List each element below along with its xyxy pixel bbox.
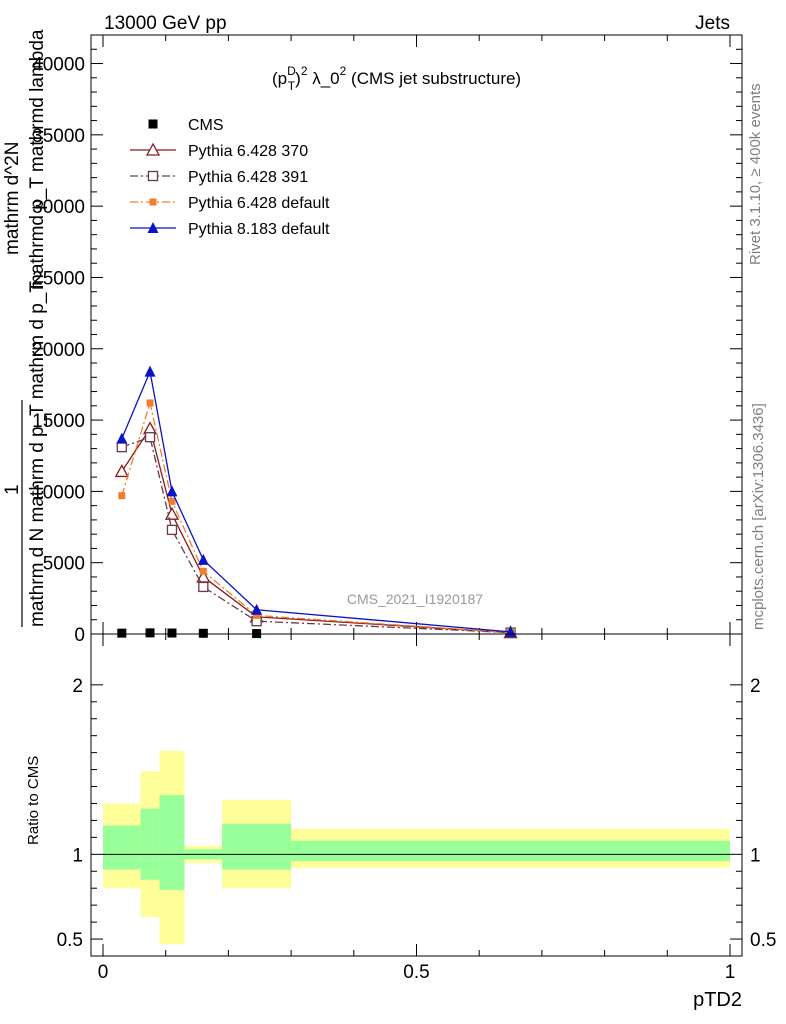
data-point — [144, 432, 156, 443]
data-point — [146, 399, 154, 407]
ratio-band-inner — [291, 840, 730, 862]
data-point — [198, 628, 208, 638]
legend-marker — [145, 142, 161, 156]
x-axis-label: pTD2 — [693, 989, 742, 1011]
ratio-y-tick-labels: 0.5 0.5 1 1 2 2 — [57, 676, 777, 951]
ratio-x-tick-labels: 0 0.5 1 — [98, 962, 736, 983]
series-line — [121, 400, 511, 634]
series-line — [121, 369, 511, 633]
rivet-label: Rivet 3.1.10, ≥ 400k events — [747, 83, 764, 265]
ratio-y-tick-label-right: 1 — [750, 845, 761, 866]
main-y-tick-label: 35000 — [32, 126, 85, 147]
data-point — [145, 628, 155, 638]
data-point — [116, 432, 128, 444]
legend-entry: Pythia 8.183 default — [130, 221, 330, 238]
main-y-tick-labels: 0 5000 10000 15000 20000 25000 30000 35000 40000 — [32, 55, 85, 646]
data-point — [168, 497, 176, 505]
legend-label: Pythia 6.428 370 — [188, 143, 308, 160]
data-point — [199, 567, 207, 575]
main-axis-ticks — [91, 35, 742, 635]
data-point — [117, 628, 127, 638]
ratio-y-tick-label-right: 2 — [750, 676, 761, 697]
series-line — [121, 436, 511, 634]
header-right: Jets — [695, 13, 730, 34]
data-point — [116, 442, 127, 453]
legend-label: CMS — [188, 117, 224, 134]
data-point — [118, 492, 126, 500]
ylabel-line-2: mathrm d N mathrm d p_T mathrm d p_T — [27, 281, 48, 627]
header-left: 13000 GeV pp — [104, 13, 227, 34]
main-y-tick-label: 30000 — [32, 197, 85, 218]
ratio-bands — [103, 750, 730, 945]
legend-entry: CMS — [148, 117, 224, 134]
series-cms — [117, 628, 262, 639]
ratio-y-axis-label: Ratio to CMS — [25, 756, 42, 845]
legend-entry: Pythia 6.428 370 — [130, 142, 308, 160]
legend-label: Pythia 6.428 391 — [188, 169, 308, 186]
mcplots-label: mcplots.cern.ch [arXiv:1306.3436] — [750, 403, 767, 630]
legend-marker — [147, 222, 159, 233]
main-y-tick-label: 40000 — [32, 55, 85, 76]
legend-label: Pythia 8.183 default — [188, 221, 330, 238]
ratio-band-inner — [159, 795, 185, 890]
ylabel-line-3: mathrm d^2N — [2, 142, 23, 255]
data-point — [166, 485, 178, 497]
ratio-x-tick-label: 0 — [98, 962, 109, 983]
ratio-y-tick-label-right: 0.5 — [750, 930, 776, 951]
ratio-y-tick-label: 0.5 — [57, 930, 83, 951]
ylabel-line-4: mathrmd p_T mathrmd lambda — [27, 29, 48, 290]
legend-entry: Pythia 6.428 391 — [130, 169, 308, 186]
main-y-tick-label: 5000 — [43, 554, 85, 575]
ratio-x-tick-label: 0.5 — [403, 962, 429, 983]
legend-entry: Pythia 6.428 default — [130, 195, 330, 212]
data-point — [198, 581, 209, 593]
data-point — [253, 611, 261, 619]
main-y-tick-label: 10000 — [32, 482, 85, 503]
ratio-band-inner — [222, 823, 292, 870]
data-point — [164, 506, 180, 520]
data-point — [251, 603, 263, 615]
legend-marker — [147, 170, 159, 182]
main-y-tick-label: 20000 — [32, 340, 85, 361]
legend-marker — [148, 119, 158, 129]
data-point — [167, 628, 177, 638]
ratio-y-tick-label: 1 — [72, 845, 83, 866]
ratio-axis-ticks — [91, 634, 742, 956]
ylabel-line-1: 1 — [2, 484, 23, 495]
data-point — [166, 524, 178, 536]
ratio-plot-frame — [90, 633, 743, 957]
legend: CMS Pythia 6.428 370 Pythia 6.428 391 Pythi… — [130, 117, 330, 238]
legend-label: Pythia 6.428 default — [188, 195, 330, 212]
ratio-y-tick-label: 2 — [72, 676, 83, 697]
main-y-axis-label: 1 mathrm d N mathrm d p_T mathrm d p_T m… — [2, 29, 48, 627]
data-point — [144, 365, 156, 377]
legend-marker — [149, 198, 157, 206]
ratio-band-inner — [140, 808, 160, 880]
ratio-x-tick-label: 1 — [725, 962, 736, 983]
main-y-tick-label: 0 — [74, 625, 85, 646]
chart-title: (pD T)2 λ_02 (CMS jet substructure) — [272, 64, 521, 93]
main-y-tick-label: 15000 — [32, 411, 85, 432]
data-point — [197, 553, 209, 565]
main-y-tick-label: 25000 — [32, 268, 85, 289]
analysis-watermark: CMS_2021_I1920187 — [347, 591, 483, 607]
data-point — [114, 464, 129, 478]
ratio-band-inner — [103, 825, 141, 870]
